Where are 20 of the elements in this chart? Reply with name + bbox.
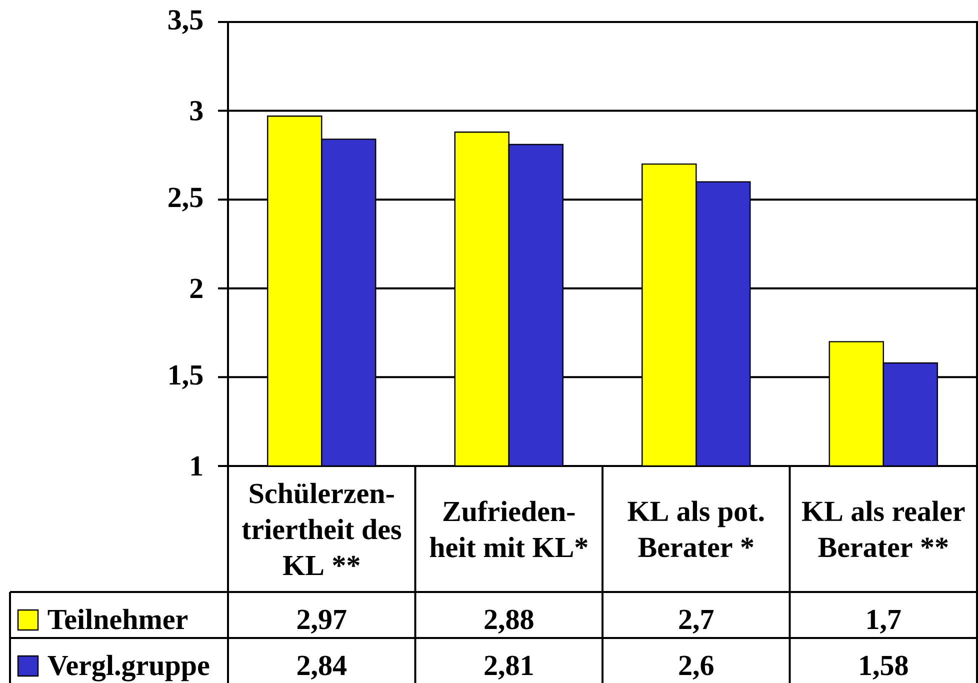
y-tick-label: 3,5 [168, 10, 203, 34]
y-tick-label: 3 [190, 101, 203, 121]
legend-label: Teilnehmer [48, 608, 188, 630]
data-label: 2,88 [484, 610, 534, 634]
data-label: 2,84 [297, 656, 346, 680]
x-tick-label: Schülerzen-triertheit des KL ** [242, 482, 402, 576]
y-tick-label: 2 [190, 278, 202, 298]
y-tick-label: 1 [191, 456, 202, 476]
legend-label: Vergl.gruppe [48, 654, 210, 682]
y-tick-label: 2,5 [168, 188, 203, 212]
data-label: 1,58 [860, 656, 908, 680]
data-label: 2,6 [679, 656, 714, 680]
data-label: 2,7 [679, 610, 714, 634]
data-label: 2,81 [484, 656, 533, 680]
data-label: 1,7 [868, 610, 901, 634]
x-tick-label: KL als realer Berater ** [802, 500, 965, 558]
x-tick-label: KL als pot. Berater * [628, 500, 764, 558]
data-label: 2,97 [297, 610, 346, 634]
y-tick-label: 1,5 [170, 365, 203, 389]
x-tick-label: Zufrieden-heit mit KL* [430, 500, 588, 558]
